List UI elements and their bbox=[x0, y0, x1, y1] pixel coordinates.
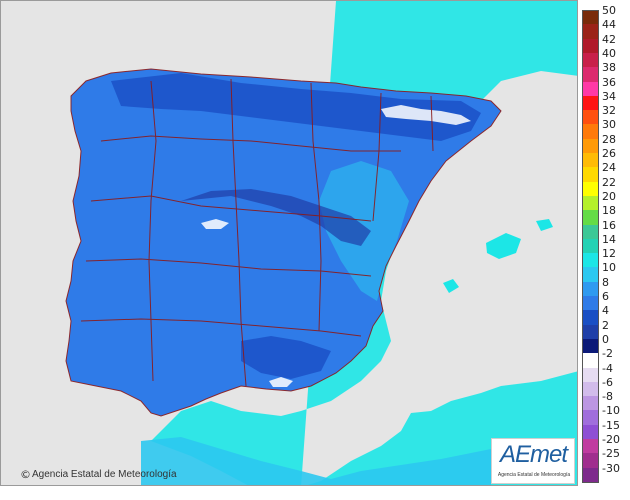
legend-label: 12 bbox=[602, 247, 616, 261]
legend-swatch bbox=[582, 153, 599, 168]
south-highlands bbox=[241, 336, 331, 379]
legend-label: 20 bbox=[602, 189, 616, 203]
legend-label: 34 bbox=[602, 89, 616, 103]
legend-label: 8 bbox=[602, 275, 609, 289]
sierra-nevada-cold bbox=[269, 377, 293, 387]
legend-label: 22 bbox=[602, 175, 616, 189]
balearic-menorca bbox=[536, 219, 553, 231]
legend-label: 50 bbox=[602, 4, 616, 17]
legend-swatch bbox=[582, 353, 599, 369]
legend-swatch bbox=[582, 324, 599, 340]
legend-swatch bbox=[582, 38, 599, 54]
aemet-logo: AEmet Agencia Estatal de Meteorología bbox=[491, 438, 575, 484]
legend-swatch bbox=[582, 138, 599, 154]
legend-swatch bbox=[582, 453, 599, 469]
legend-swatch bbox=[582, 95, 599, 111]
legend-swatch bbox=[582, 467, 599, 483]
credit-text: Agencia Estatal de Meteorología bbox=[32, 469, 177, 480]
legend-label: -25 bbox=[602, 447, 620, 461]
legend-swatch bbox=[582, 439, 599, 454]
legend-swatch bbox=[582, 281, 599, 297]
legend-label: -8 bbox=[602, 390, 613, 404]
legend-label: 4 bbox=[602, 304, 609, 318]
legend-swatch bbox=[582, 267, 599, 283]
legend-label: -30 bbox=[602, 461, 620, 475]
legend-label: 18 bbox=[602, 204, 616, 218]
legend-swatch bbox=[582, 424, 599, 440]
legend-label: 24 bbox=[602, 161, 616, 175]
central-cold bbox=[201, 219, 229, 229]
legend-swatch bbox=[582, 367, 599, 383]
temperature-legend: 50 44 42 40 38 36 34 32 30 28 26 24 22 20 18 16 14 12 10 8 6… bbox=[582, 5, 630, 490]
legend-label: 40 bbox=[602, 46, 616, 60]
legend-label: 16 bbox=[602, 218, 616, 232]
legend-label: 32 bbox=[602, 104, 616, 118]
legend-label: 28 bbox=[602, 132, 616, 146]
legend-swatch bbox=[582, 253, 599, 269]
legend-swatch bbox=[582, 10, 599, 25]
legend-swatch bbox=[582, 167, 599, 183]
legend-label: 38 bbox=[602, 61, 616, 75]
legend-label: 26 bbox=[602, 147, 616, 160]
legend-label: -15 bbox=[602, 418, 620, 432]
legend-label: -20 bbox=[602, 433, 620, 446]
north-africa bbox=[141, 437, 491, 485]
legend-swatch bbox=[582, 24, 599, 40]
legend-swatch bbox=[582, 238, 599, 254]
legend-label: -10 bbox=[602, 404, 620, 418]
logo-wordmark: AEmet bbox=[500, 441, 568, 468]
legend-label: 2 bbox=[602, 318, 609, 332]
legend-swatch bbox=[582, 181, 599, 197]
legend-swatch bbox=[582, 410, 599, 426]
legend-swatch bbox=[582, 67, 599, 83]
legend-swatch bbox=[582, 338, 599, 354]
legend-swatch bbox=[582, 310, 599, 326]
legend-swatch bbox=[582, 110, 599, 126]
legend-swatch bbox=[582, 124, 599, 140]
legend-label: 42 bbox=[602, 32, 616, 46]
legend-swatch bbox=[582, 52, 599, 68]
copyright-icon: © bbox=[20, 468, 31, 481]
map-canvas bbox=[65, 1, 577, 485]
peninsula-land bbox=[66, 69, 501, 416]
legend-swatch bbox=[582, 396, 599, 412]
legend-label: 36 bbox=[602, 75, 616, 89]
legend-swatch bbox=[582, 296, 599, 311]
province-borders bbox=[65, 68, 502, 417]
logo-subtitle: Agencia Estatal de Meteorología bbox=[497, 472, 571, 478]
balearic-mallorca bbox=[486, 233, 521, 259]
north-highlands bbox=[111, 73, 481, 141]
legend-label: -4 bbox=[602, 361, 613, 375]
legend-swatch bbox=[582, 195, 599, 211]
legend-label: 14 bbox=[602, 232, 616, 246]
legend-swatch bbox=[582, 224, 599, 240]
legend-swatch bbox=[582, 381, 599, 397]
legend-label: 44 bbox=[602, 18, 616, 32]
pyrenees-cold bbox=[381, 105, 471, 125]
legend-label: 6 bbox=[602, 290, 609, 303]
balearic-ibiza bbox=[443, 279, 459, 293]
legend-label: -2 bbox=[602, 347, 613, 361]
legend-label: -6 bbox=[602, 375, 613, 389]
temperature-map bbox=[0, 0, 578, 486]
legend-label: 30 bbox=[602, 118, 616, 132]
legend-label: 0 bbox=[602, 332, 609, 346]
legend-swatch bbox=[582, 210, 599, 226]
legend-swatch bbox=[582, 81, 599, 97]
legend-label: 10 bbox=[602, 261, 616, 275]
